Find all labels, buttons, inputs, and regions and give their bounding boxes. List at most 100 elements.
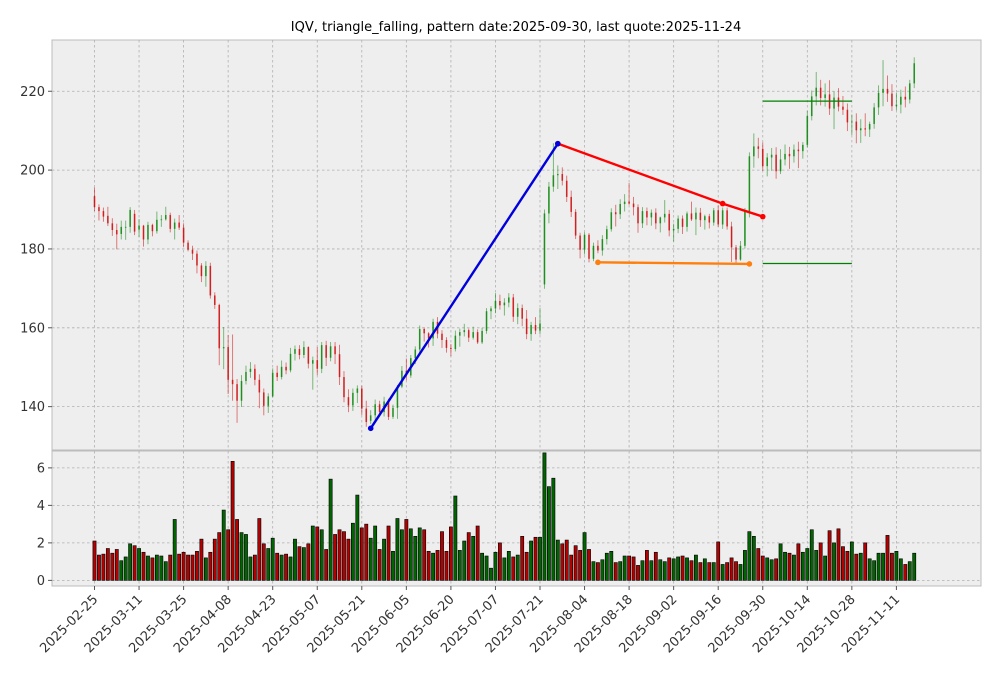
volume-bar: [288, 556, 293, 581]
candle-body: [721, 210, 724, 225]
candle-body: [663, 213, 666, 218]
volume-bar: [284, 553, 288, 581]
candle-body: [227, 347, 229, 380]
candle-body: [334, 346, 336, 355]
candle-body: [311, 360, 314, 364]
candle-body: [637, 207, 639, 224]
volume-bar: [484, 555, 489, 581]
volume-bar: [569, 554, 574, 581]
candle-body: [614, 212, 617, 215]
candle-body: [672, 228, 675, 231]
candle-body: [739, 245, 742, 260]
candle-body: [258, 379, 261, 393]
candle-body: [744, 211, 746, 246]
volume-bar: [854, 553, 859, 581]
candle-body: [267, 396, 270, 406]
pattern-line-lower-trend: [597, 261, 750, 266]
volume-bar: [408, 528, 413, 581]
volume-bar: [845, 551, 850, 581]
candle-body: [289, 353, 292, 371]
volume-bar: [270, 537, 275, 581]
pattern-point: [367, 425, 374, 432]
volume-bar: [515, 554, 520, 581]
volume-bar: [720, 564, 725, 581]
candle-body: [846, 109, 849, 123]
candle-body: [182, 227, 185, 243]
volume-bar: [765, 557, 770, 581]
candle-body: [570, 196, 572, 212]
volume-bar: [221, 509, 226, 581]
candle-body: [516, 308, 519, 317]
candle-body: [418, 328, 421, 350]
candle-body: [494, 300, 497, 309]
volume-bar: [769, 559, 774, 581]
volume-bar: [907, 561, 912, 581]
candle-body: [859, 128, 862, 131]
price-y-tick-label: 140: [20, 400, 45, 415]
volume-bar: [275, 552, 280, 581]
candle-body: [610, 212, 613, 230]
volume-bar: [315, 526, 320, 581]
volume-bar: [137, 548, 141, 581]
volume-bar: [912, 552, 917, 581]
candle-body: [735, 247, 737, 260]
volume-bar: [373, 525, 378, 581]
candle-body: [632, 203, 635, 208]
candle-body: [459, 332, 461, 336]
candle-body: [343, 377, 345, 398]
candle-body: [641, 211, 644, 224]
candle-body: [891, 93, 893, 107]
volume-bar: [613, 562, 618, 581]
candle-body: [173, 222, 176, 229]
candle-body: [659, 217, 662, 224]
candle-body: [695, 212, 697, 220]
candle-body: [472, 332, 474, 338]
volume-bar: [203, 557, 208, 581]
candle-body: [784, 153, 786, 160]
volume-bar: [618, 561, 623, 581]
volume-bar: [582, 532, 587, 581]
volume-bar: [466, 532, 471, 581]
volume-bar: [827, 530, 832, 581]
candle-body: [793, 149, 795, 157]
volume-bar: [261, 543, 266, 581]
volume-bar: [181, 551, 186, 581]
volume-bar: [257, 518, 262, 581]
candle-body: [454, 335, 457, 350]
volume-bar: [800, 551, 805, 581]
volume-bar: [301, 547, 306, 581]
candle-body: [276, 372, 278, 378]
pattern-point: [595, 259, 601, 266]
volume-bar: [645, 550, 649, 581]
volume-bar: [279, 554, 284, 581]
volume-y-tick-label: 0: [37, 574, 45, 589]
candle-body: [833, 97, 835, 109]
candle-body: [882, 88, 884, 93]
candle-body: [543, 213, 546, 285]
volume-bar: [252, 554, 257, 581]
candle-body: [490, 308, 492, 312]
volume-bar: [778, 543, 783, 581]
price-y-tick-label: 160: [20, 321, 45, 336]
candle-body: [325, 345, 327, 358]
pattern-point: [719, 200, 726, 207]
candle-body: [352, 392, 354, 406]
volume-bar: [547, 486, 551, 581]
candle-body: [213, 295, 216, 305]
candle-body: [851, 121, 853, 123]
volume-bar: [342, 531, 346, 581]
volume-bar: [658, 559, 663, 581]
candle-body: [512, 297, 515, 317]
volume-bar: [596, 562, 600, 581]
volume-bar: [849, 541, 854, 581]
volume-bar: [128, 543, 133, 581]
price-y-tick-label: 200: [20, 164, 45, 179]
volume-bar: [818, 542, 823, 581]
candle-body: [779, 159, 782, 172]
candle-body: [810, 96, 813, 117]
volume-bar: [876, 552, 881, 581]
volume-bar: [440, 531, 444, 581]
candle-body: [307, 347, 310, 364]
volume-bar: [475, 525, 480, 581]
volume-bar: [119, 560, 124, 581]
